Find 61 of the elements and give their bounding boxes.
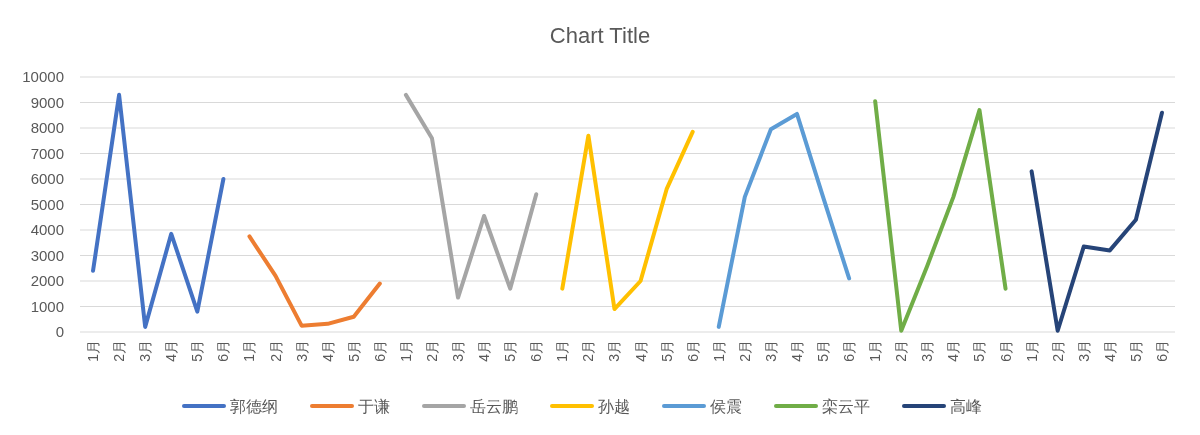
chart-title: Chart Title	[549, 23, 651, 48]
x-tick-label: 3月	[1075, 340, 1092, 362]
x-tick-label: 4月	[945, 340, 962, 362]
x-tick-label: 6月	[1153, 340, 1170, 362]
y-tick-label: 5000	[30, 195, 64, 213]
x-tick-label: 6月	[997, 340, 1014, 362]
y-tick-label: 3000	[30, 246, 64, 264]
x-tick-label: 3月	[762, 340, 779, 362]
y-tick-label: 1000	[30, 297, 64, 315]
x-tick-label: 1月	[397, 340, 414, 362]
y-tick-label: 0	[55, 323, 64, 340]
x-tick-label: 2月	[1049, 340, 1066, 362]
x-tick-label: 5月	[971, 340, 988, 362]
y-tick-label: 6000	[30, 170, 64, 187]
y-tick-label: 4000	[30, 221, 64, 238]
x-tick-label: 1月	[710, 340, 727, 362]
legend-label: 侯震	[710, 398, 742, 415]
legend-label: 高峰	[950, 398, 982, 415]
x-tick-label: 2月	[893, 340, 910, 362]
x-tick-label: 6月	[528, 340, 545, 362]
x-tick-label: 6月	[684, 340, 701, 362]
legend-label: 孙越	[598, 398, 630, 415]
x-tick-label: 5月	[815, 340, 832, 362]
legend-label: 郭德纲	[230, 398, 278, 415]
x-tick-label: 2月	[267, 340, 284, 362]
y-tick-label: 10000	[22, 68, 64, 85]
x-tick-label: 6月	[215, 340, 232, 362]
x-tick-label: 5月	[502, 340, 519, 362]
x-tick-label: 3月	[137, 340, 154, 362]
x-tick-label: 5月	[345, 340, 362, 362]
x-tick-label: 1月	[85, 340, 102, 362]
x-tick-label: 2月	[111, 340, 128, 362]
x-tick-label: 1月	[867, 340, 884, 362]
x-tick-label: 1月	[554, 340, 571, 362]
x-tick-label: 1月	[1023, 340, 1040, 362]
x-tick-label: 6月	[371, 340, 388, 362]
x-tick-label: 2月	[423, 340, 440, 362]
x-tick-label: 3月	[606, 340, 623, 362]
x-tick-label: 5月	[189, 340, 206, 362]
legend-label: 于谦	[358, 398, 390, 415]
legend-label: 岳云鹏	[470, 398, 518, 415]
x-tick-label: 3月	[293, 340, 310, 362]
x-tick-label: 4月	[163, 340, 180, 362]
y-tick-label: 8000	[30, 119, 64, 136]
x-tick-label: 2月	[580, 340, 597, 362]
y-tick-label: 9000	[30, 93, 64, 111]
x-tick-label: 5月	[1127, 340, 1144, 362]
x-tick-label: 4月	[788, 340, 805, 362]
x-tick-label: 4月	[319, 340, 336, 362]
x-tick-label: 1月	[241, 340, 258, 362]
x-tick-label: 3月	[450, 340, 467, 362]
x-tick-label: 2月	[736, 340, 753, 362]
x-tick-label: 5月	[658, 340, 675, 362]
x-tick-label: 4月	[476, 340, 493, 362]
legend-label: 栾云平	[822, 398, 870, 415]
x-tick-label: 4月	[632, 340, 649, 362]
x-tick-label: 3月	[919, 340, 936, 362]
y-tick-label: 7000	[30, 144, 64, 162]
x-tick-label: 4月	[1101, 340, 1118, 362]
y-tick-label: 2000	[30, 272, 64, 289]
x-tick-label: 6月	[841, 340, 858, 362]
